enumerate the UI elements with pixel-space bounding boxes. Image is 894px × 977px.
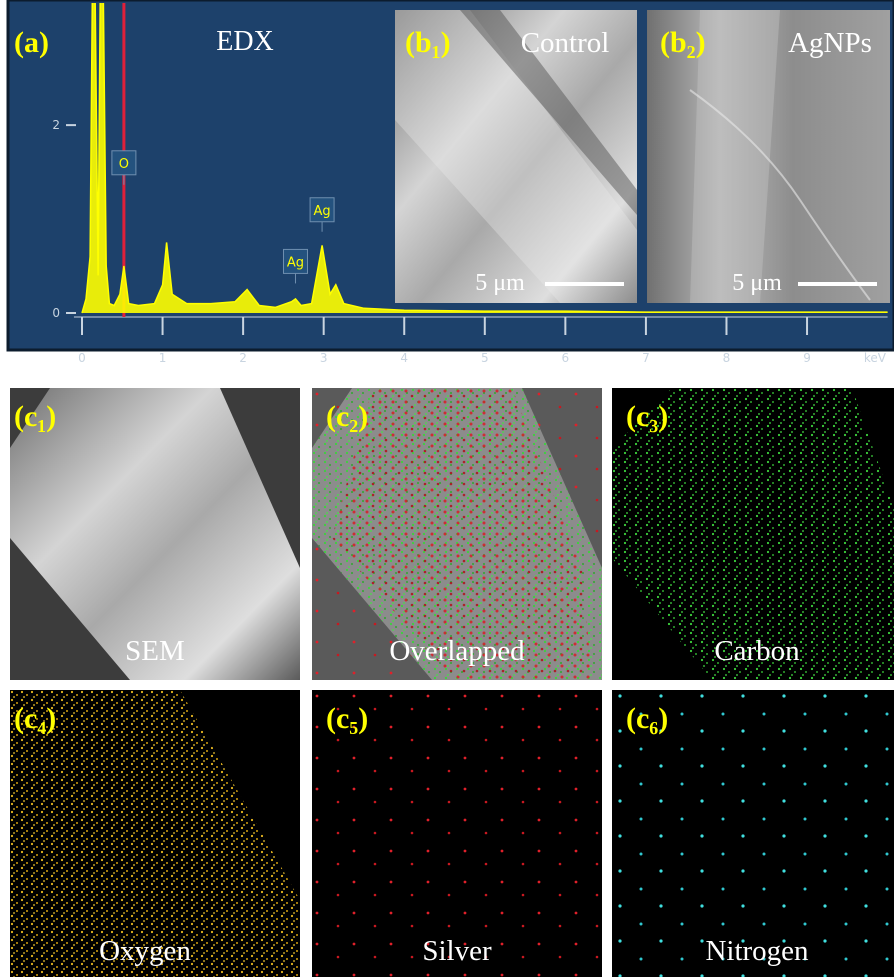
panel-label: (a) bbox=[14, 26, 49, 59]
x-tick-label: 1 bbox=[159, 351, 167, 365]
panel-caption: Control bbox=[521, 27, 610, 59]
page: { "chart_data": { "type": "line", "title… bbox=[0, 0, 894, 977]
panel-label: (c₂) bbox=[326, 400, 368, 433]
y-tick-label: 0 bbox=[52, 306, 60, 320]
panel-caption: AgNPs bbox=[788, 27, 872, 59]
map-panel: (c₆) Nitrogen bbox=[612, 690, 894, 977]
x-tick-label: 3 bbox=[320, 351, 328, 365]
annotation: Ag bbox=[313, 204, 330, 219]
x-tick-label: 4 bbox=[400, 351, 408, 365]
panel-caption: Nitrogen bbox=[705, 935, 809, 967]
image-panel: (b₁) Control 5 μm bbox=[395, 10, 637, 303]
figure: 0 2 0 1 2 3 4 5 6 7 8 9 keV O Ag Ag (a) EDX (b₁) Contro… bbox=[0, 0, 894, 977]
annotation: O bbox=[119, 157, 129, 172]
panel-caption: Carbon bbox=[714, 635, 800, 667]
map-panel: (c₁) SEM bbox=[10, 388, 300, 680]
panel-label: (c₁) bbox=[14, 400, 56, 433]
panel-label: (c₅) bbox=[326, 702, 368, 735]
panel-label: (c₃) bbox=[626, 400, 668, 433]
map-panel: (c₃) Carbon bbox=[612, 388, 894, 680]
x-tick-label: 7 bbox=[642, 351, 650, 365]
x-tick-label: 0 bbox=[78, 351, 86, 365]
x-tick-label: 2 bbox=[239, 351, 247, 365]
panel-caption: SEM bbox=[125, 635, 185, 667]
x-tick-label: 5 bbox=[481, 351, 489, 365]
chart-title: EDX bbox=[216, 26, 274, 57]
x-tick-label: 9 bbox=[803, 351, 811, 365]
image-panel: (b₂) AgNPs 5 μm bbox=[647, 10, 890, 303]
y-tick-label: 2 bbox=[52, 118, 60, 132]
panel-caption: Oxygen bbox=[99, 935, 191, 967]
panel-label: (c₄) bbox=[14, 702, 56, 735]
panel-label: (c₆) bbox=[626, 702, 668, 735]
annotation: Ag bbox=[287, 255, 304, 270]
map-panel: (c₄) Oxygen bbox=[10, 690, 300, 977]
x-tick-label: 6 bbox=[562, 351, 570, 365]
map-panel: (c₂) Overlapped bbox=[312, 388, 602, 680]
panel-caption: Overlapped bbox=[389, 635, 525, 667]
panel-label: (b₁) bbox=[405, 26, 451, 59]
scale-bar-label: 5 μm bbox=[475, 270, 525, 296]
map-panel: (c₅) Silver bbox=[312, 690, 602, 977]
scale-bar-label: 5 μm bbox=[732, 270, 782, 296]
x-axis-label: keV bbox=[864, 351, 887, 365]
x-tick-label: 8 bbox=[723, 351, 731, 365]
panel-caption: Silver bbox=[422, 935, 492, 967]
panel-label: (b₂) bbox=[660, 26, 706, 59]
